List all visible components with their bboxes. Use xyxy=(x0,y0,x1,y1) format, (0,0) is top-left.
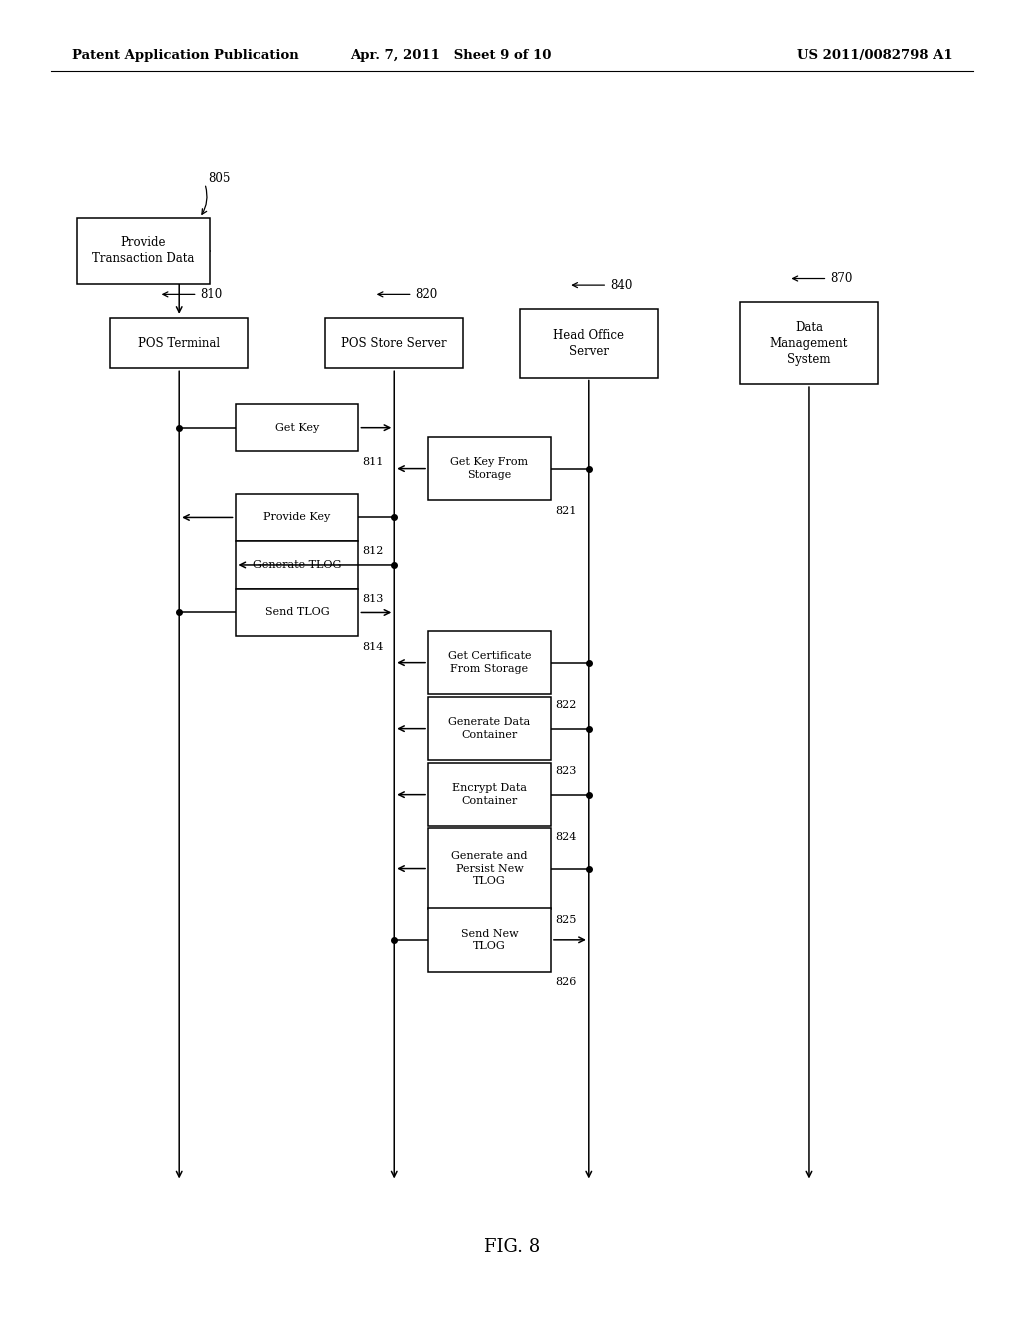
Text: Data
Management
System: Data Management System xyxy=(770,321,848,366)
Text: POS Terminal: POS Terminal xyxy=(138,337,220,350)
Text: Get Certificate
From Storage: Get Certificate From Storage xyxy=(447,652,531,673)
Bar xyxy=(428,631,551,694)
Text: 814: 814 xyxy=(362,642,384,652)
Text: 813: 813 xyxy=(362,594,384,605)
Bar xyxy=(428,763,551,826)
Text: US 2011/0082798 A1: US 2011/0082798 A1 xyxy=(797,49,952,62)
Bar xyxy=(326,318,463,368)
Text: Provide Key: Provide Key xyxy=(263,512,331,523)
Text: Send New
TLOG: Send New TLOG xyxy=(461,929,518,950)
Text: 826: 826 xyxy=(555,977,577,987)
Text: Generate and
Persist New
TLOG: Generate and Persist New TLOG xyxy=(452,851,527,886)
Text: Apr. 7, 2011   Sheet 9 of 10: Apr. 7, 2011 Sheet 9 of 10 xyxy=(350,49,551,62)
Bar xyxy=(236,541,358,589)
Bar xyxy=(428,828,551,909)
Text: 870: 870 xyxy=(830,272,853,285)
Text: 822: 822 xyxy=(555,700,577,710)
Text: Get Key: Get Key xyxy=(274,422,319,433)
Text: 821: 821 xyxy=(555,506,577,516)
Text: 805: 805 xyxy=(208,172,230,185)
Bar xyxy=(428,697,551,760)
Bar xyxy=(428,908,551,972)
Text: FIG. 8: FIG. 8 xyxy=(484,1238,540,1257)
Bar xyxy=(236,494,358,541)
Bar xyxy=(110,318,248,368)
Text: 820: 820 xyxy=(416,288,438,301)
Bar xyxy=(428,437,551,500)
Text: 825: 825 xyxy=(555,915,577,925)
Text: 812: 812 xyxy=(362,546,384,557)
Text: Patent Application Publication: Patent Application Publication xyxy=(72,49,298,62)
Text: 823: 823 xyxy=(555,766,577,776)
Text: Encrypt Data
Container: Encrypt Data Container xyxy=(452,784,527,805)
Text: 824: 824 xyxy=(555,832,577,842)
Text: 811: 811 xyxy=(362,457,384,467)
Text: Send TLOG: Send TLOG xyxy=(264,607,330,618)
Bar xyxy=(77,218,210,284)
Text: Provide
Transaction Data: Provide Transaction Data xyxy=(92,236,195,265)
Bar xyxy=(236,589,358,636)
Text: Get Key From
Storage: Get Key From Storage xyxy=(451,458,528,479)
Bar xyxy=(236,404,358,451)
Text: Generate Data
Container: Generate Data Container xyxy=(449,718,530,739)
Text: 810: 810 xyxy=(201,288,223,301)
Text: 840: 840 xyxy=(610,279,633,292)
Bar xyxy=(739,302,879,384)
Text: POS Store Server: POS Store Server xyxy=(341,337,447,350)
Bar xyxy=(519,309,657,378)
Text: Generate TLOG: Generate TLOG xyxy=(253,560,341,570)
Text: Head Office
Server: Head Office Server xyxy=(553,329,625,358)
